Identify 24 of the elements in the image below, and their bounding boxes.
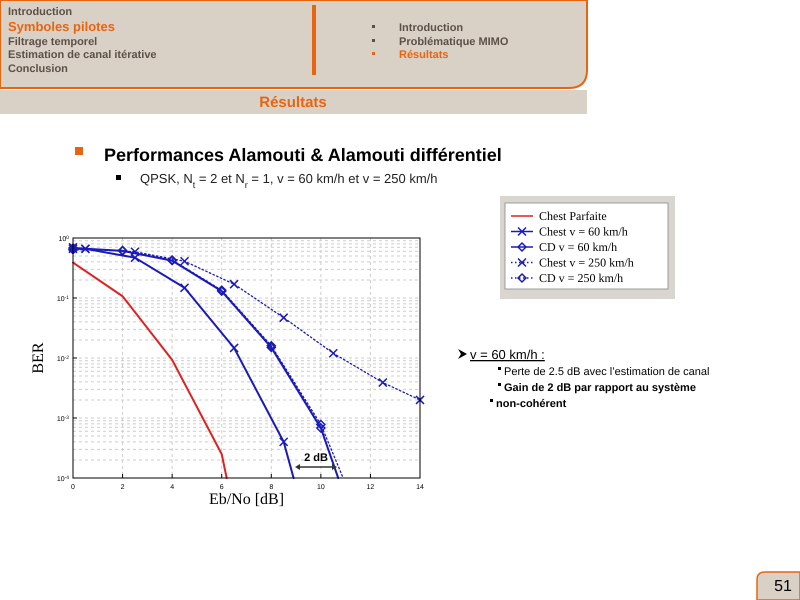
text: non-cohérent: [496, 398, 567, 410]
text: Problématique MIMO: [399, 36, 509, 48]
x-axis-title: Eb/No [dB]: [208, 491, 284, 508]
text: Estimation de canal itérative: [8, 49, 157, 61]
text: Conclusion: [8, 63, 68, 75]
text: Résultats: [259, 94, 327, 111]
text: Filtrage temporel: [8, 36, 98, 48]
y-axis-title: BER: [30, 342, 47, 374]
text: Perte de 2.5 dB avec l’estimation de canal: [504, 366, 710, 378]
text: Introduction: [399, 22, 464, 34]
text: 51: [774, 578, 792, 595]
text: Introduction: [8, 6, 72, 18]
legend-label: Chest v = 250 km/h: [539, 256, 634, 270]
chart-title: Performances Alamouti & Alamouti différentiel: [104, 145, 502, 165]
text: Résultats: [399, 49, 449, 61]
chart-subtitle: QPSK, N$_{t}$ = 2 et N$_{r}$ = 1, v = 60 km/h et v = 250 km/h: [140, 171, 438, 190]
text: v = 60 km/h :: [470, 347, 545, 362]
annotation: 2 dB: [304, 452, 328, 464]
text: Gain de 2 dB par rapport au système: [504, 382, 696, 394]
legend-label: Chest v = 60 km/h: [539, 224, 628, 238]
legend-label: CD v = 60 km/h: [539, 240, 618, 254]
legend-label: Chest Parfaite: [539, 209, 607, 223]
legend-label: CD v = 250 km/h: [539, 271, 624, 285]
text: Symboles pilotes: [8, 19, 115, 34]
